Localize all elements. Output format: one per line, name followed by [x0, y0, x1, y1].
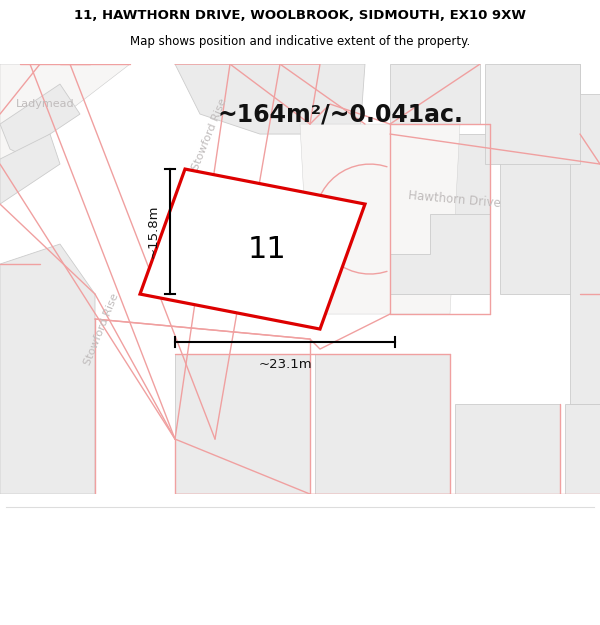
Text: Ladymead: Ladymead: [16, 99, 74, 109]
Polygon shape: [0, 134, 60, 204]
Text: ~23.1m: ~23.1m: [258, 358, 312, 371]
Polygon shape: [390, 134, 490, 294]
Polygon shape: [0, 244, 95, 494]
Text: Map shows position and indicative extent of the property.: Map shows position and indicative extent…: [130, 35, 470, 48]
Polygon shape: [0, 64, 130, 164]
Polygon shape: [390, 214, 490, 294]
Text: ~164m²/~0.041ac.: ~164m²/~0.041ac.: [217, 102, 463, 126]
Polygon shape: [140, 169, 365, 329]
Polygon shape: [485, 64, 580, 164]
Polygon shape: [565, 404, 600, 494]
Polygon shape: [175, 64, 365, 134]
Polygon shape: [455, 404, 560, 494]
Polygon shape: [500, 134, 580, 294]
Polygon shape: [390, 64, 480, 124]
Text: Hawthorn Drive: Hawthorn Drive: [408, 189, 502, 209]
Polygon shape: [500, 64, 580, 104]
Text: ~15.8m: ~15.8m: [147, 205, 160, 258]
Polygon shape: [315, 354, 450, 494]
Text: 11, HAWTHORN DRIVE, WOOLBROOK, SIDMOUTH, EX10 9XW: 11, HAWTHORN DRIVE, WOOLBROOK, SIDMOUTH,…: [74, 9, 526, 22]
Polygon shape: [570, 94, 600, 404]
Text: 11: 11: [248, 234, 287, 264]
Polygon shape: [175, 354, 310, 494]
Polygon shape: [300, 124, 460, 314]
Polygon shape: [0, 84, 80, 154]
Text: Stowford Rise: Stowford Rise: [83, 292, 121, 366]
Text: Stowford Rise: Stowford Rise: [191, 97, 229, 171]
